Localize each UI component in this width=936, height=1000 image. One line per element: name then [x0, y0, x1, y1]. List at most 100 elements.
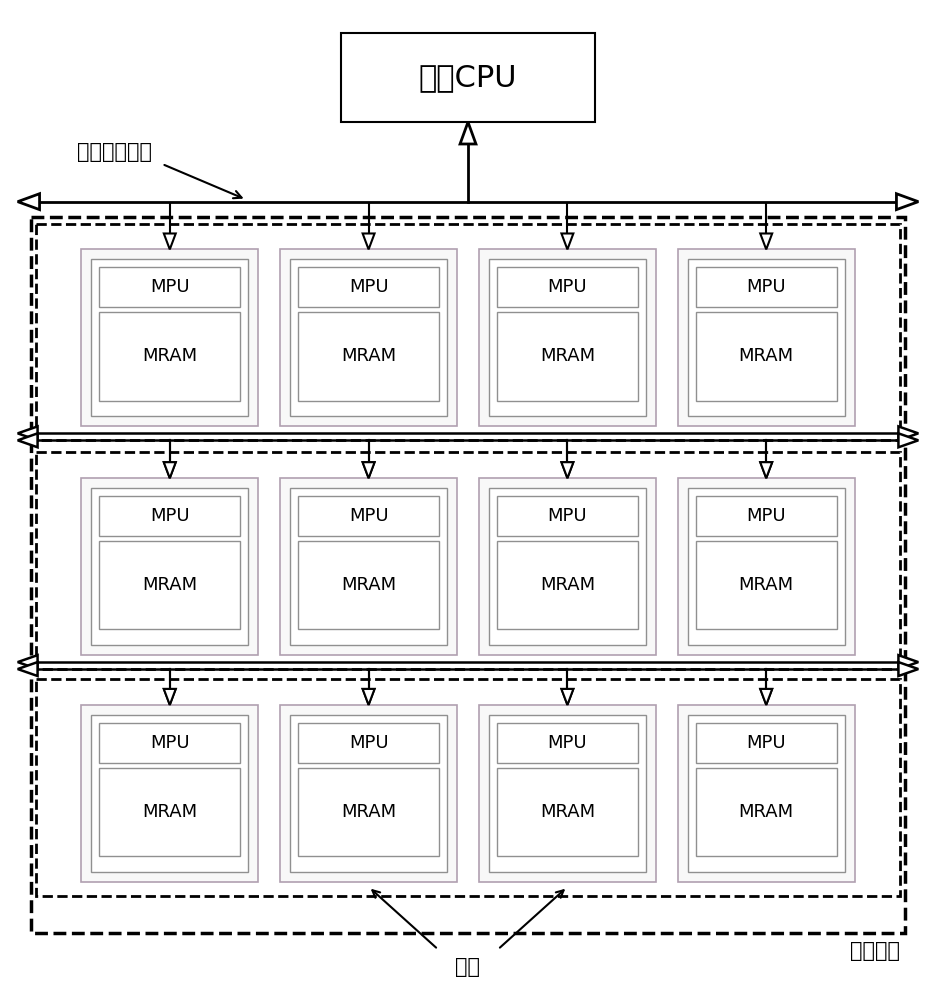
Polygon shape — [760, 462, 772, 478]
Bar — [688, 715, 845, 872]
Polygon shape — [562, 689, 574, 705]
Text: MRAM: MRAM — [540, 803, 595, 821]
Bar — [688, 488, 845, 645]
Polygon shape — [18, 194, 39, 210]
Polygon shape — [899, 433, 918, 447]
Bar — [99, 541, 241, 629]
Bar — [695, 496, 837, 536]
Polygon shape — [164, 462, 176, 478]
Bar — [36, 224, 900, 440]
Bar — [497, 312, 638, 401]
Polygon shape — [164, 233, 176, 249]
Polygon shape — [362, 689, 374, 705]
Polygon shape — [18, 433, 37, 447]
Bar — [497, 541, 638, 629]
Polygon shape — [18, 426, 37, 440]
Text: MRAM: MRAM — [341, 803, 396, 821]
Text: MRAM: MRAM — [341, 576, 396, 594]
Bar — [341, 33, 595, 122]
Bar — [290, 488, 447, 645]
Bar — [678, 249, 855, 426]
Bar — [36, 679, 900, 896]
Bar — [290, 715, 447, 872]
Bar — [479, 249, 656, 426]
Text: MPU: MPU — [349, 278, 388, 296]
Bar — [489, 715, 646, 872]
Text: MPU: MPU — [150, 278, 190, 296]
Bar — [695, 723, 837, 763]
Bar — [497, 723, 638, 763]
Text: MRAM: MRAM — [739, 803, 794, 821]
Polygon shape — [18, 655, 37, 669]
Bar — [99, 723, 241, 763]
Polygon shape — [562, 689, 574, 705]
Bar — [81, 249, 258, 426]
Polygon shape — [362, 689, 374, 705]
Polygon shape — [562, 233, 574, 249]
Text: MPU: MPU — [746, 278, 786, 296]
Text: MRAM: MRAM — [341, 347, 396, 365]
Bar — [99, 768, 241, 856]
Bar — [280, 478, 457, 655]
Polygon shape — [362, 233, 374, 249]
Polygon shape — [461, 122, 475, 144]
Text: MPU: MPU — [548, 278, 587, 296]
Text: MRAM: MRAM — [739, 576, 794, 594]
Polygon shape — [562, 462, 574, 478]
Bar — [688, 259, 845, 416]
Bar — [280, 705, 457, 882]
Bar — [678, 705, 855, 882]
Bar — [695, 312, 837, 401]
Bar — [99, 496, 241, 536]
Polygon shape — [760, 462, 772, 478]
Bar — [298, 541, 439, 629]
Text: MRAM: MRAM — [739, 347, 794, 365]
Bar — [91, 259, 248, 416]
Polygon shape — [897, 194, 918, 210]
Polygon shape — [164, 689, 176, 705]
Text: MPU: MPU — [746, 507, 786, 525]
Bar — [81, 478, 258, 655]
Polygon shape — [362, 462, 374, 478]
Bar — [298, 496, 439, 536]
Text: MRAM: MRAM — [142, 803, 197, 821]
Polygon shape — [362, 462, 374, 478]
Bar — [497, 496, 638, 536]
Bar — [479, 478, 656, 655]
Bar — [81, 705, 258, 882]
Text: MRAM: MRAM — [540, 347, 595, 365]
Bar — [91, 488, 248, 645]
Text: MRAM: MRAM — [540, 576, 595, 594]
Bar — [489, 259, 646, 416]
Polygon shape — [760, 689, 772, 705]
Text: 细胞阵列: 细胞阵列 — [851, 941, 900, 961]
Bar — [298, 312, 439, 401]
Text: MRAM: MRAM — [142, 347, 197, 365]
Bar — [99, 312, 241, 401]
Bar — [298, 723, 439, 763]
Polygon shape — [562, 462, 574, 478]
Polygon shape — [899, 426, 918, 440]
Bar — [479, 705, 656, 882]
Text: MPU: MPU — [150, 734, 190, 752]
Text: 主控CPU: 主控CPU — [418, 63, 518, 92]
Bar — [497, 768, 638, 856]
Polygon shape — [899, 662, 918, 676]
Text: MPU: MPU — [150, 507, 190, 525]
Bar — [91, 715, 248, 872]
Bar — [298, 267, 439, 307]
Bar — [695, 267, 837, 307]
Bar — [489, 488, 646, 645]
Text: MPU: MPU — [349, 734, 388, 752]
Text: 细胞阵列总线: 细胞阵列总线 — [78, 142, 153, 162]
Bar — [31, 217, 905, 933]
Polygon shape — [164, 689, 176, 705]
Bar — [695, 541, 837, 629]
Bar — [99, 267, 241, 307]
Polygon shape — [899, 655, 918, 669]
Bar — [36, 452, 900, 669]
Polygon shape — [760, 689, 772, 705]
Polygon shape — [164, 462, 176, 478]
Bar — [695, 768, 837, 856]
Bar — [280, 249, 457, 426]
